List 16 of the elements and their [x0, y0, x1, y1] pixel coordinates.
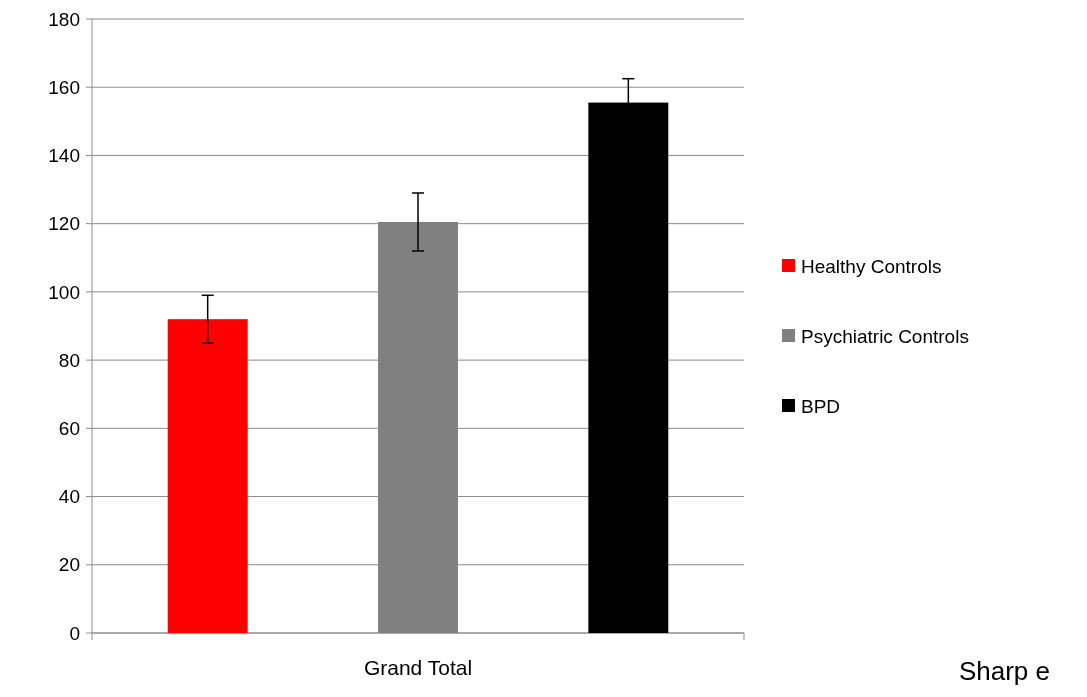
legend-label: Psychiatric Controls — [801, 325, 969, 347]
y-tick-label: 140 — [48, 145, 80, 167]
y-tick-label: 80 — [58, 349, 80, 371]
legend-label: Healthy Controls — [801, 255, 942, 277]
x-tick-label: Grand Total — [363, 656, 473, 679]
y-tick-label: 160 — [48, 76, 80, 98]
text: Sharp e — [958, 656, 1050, 686]
y-tick-label: 100 — [48, 281, 80, 303]
y-tick-label: 180 — [48, 8, 80, 30]
y-tick-label: 20 — [58, 554, 80, 576]
bar — [167, 319, 248, 633]
legend-label: BPD — [801, 395, 841, 417]
y-tick-label: 0 — [69, 622, 80, 644]
y-tick-label: 40 — [58, 486, 80, 508]
y-tick-label: 120 — [48, 213, 80, 235]
y-tick-label: 60 — [58, 417, 80, 439]
